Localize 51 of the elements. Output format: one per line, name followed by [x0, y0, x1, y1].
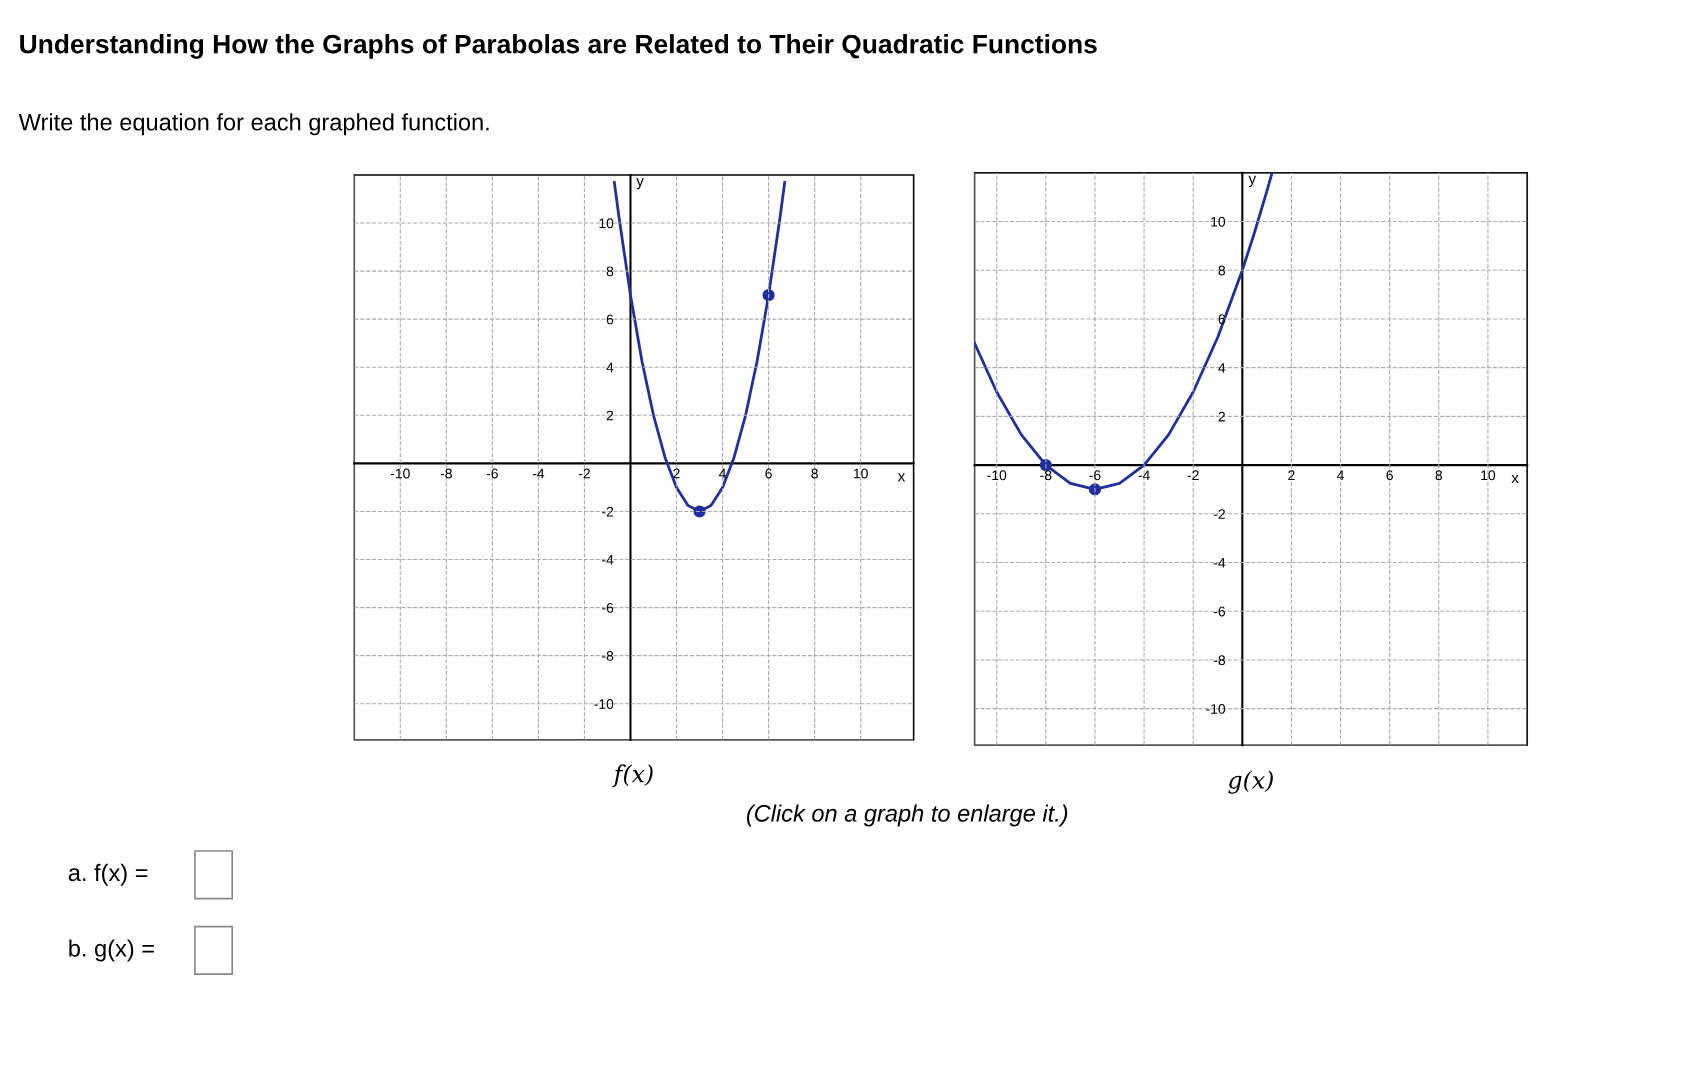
y-tick-label: 4: [606, 362, 614, 373]
y-tick-label: -6: [1213, 606, 1226, 617]
y-tick-label: -8: [1213, 655, 1226, 666]
y-tick-label: 8: [1218, 265, 1226, 276]
y-tick-label: 10: [1211, 216, 1226, 227]
x-tick-label: 10: [854, 468, 868, 479]
text: Write the equation for each graphed function.: [18, 113, 489, 136]
x-tick-label: 2: [1288, 470, 1295, 481]
x-tick-label: 10: [1481, 470, 1496, 481]
y-tick-label: 10: [599, 218, 614, 229]
text: (Click on a graph to enlarge it.): [746, 804, 1068, 827]
x-tick-label: -4: [532, 468, 545, 479]
text: Understanding How the Graphs of Parabolas are Related to Their Quadratic Functions: [20, 34, 1097, 59]
y-tick-label: -6: [602, 602, 614, 613]
y-axis-title: y: [1248, 175, 1257, 188]
y-tick-label: 2: [606, 410, 614, 421]
text: b. g(x) =: [69, 939, 154, 962]
y-tick-label: -10: [1206, 704, 1226, 714]
x-tick-label: 4: [719, 468, 727, 479]
y-tick-label: 6: [1218, 314, 1226, 325]
x-tick-label: 2: [673, 468, 680, 479]
x-tick-label: -2: [1187, 470, 1199, 481]
y-tick-label: -2: [602, 506, 614, 517]
x-axis-title: x: [897, 473, 906, 482]
x-tick-label: 4: [1337, 470, 1345, 481]
x-tick-label: -10: [390, 468, 410, 479]
text: g(x): [1228, 770, 1273, 794]
y-tick-label: -10: [594, 699, 614, 709]
y-tick-label: 4: [1218, 363, 1226, 373]
x-tick-label: -8: [440, 468, 452, 479]
x-tick-label: 6: [1386, 470, 1393, 481]
y-tick-label: 2: [1218, 411, 1225, 422]
text: f(x): [612, 764, 653, 788]
y-axis-title: y: [636, 177, 644, 190]
x-tick-label: -4: [1138, 470, 1150, 481]
x-tick-label: -8: [1040, 470, 1052, 481]
y-tick-label: -8: [602, 651, 614, 661]
text: a. f(x) =: [68, 863, 148, 886]
x-tick-label: -6: [486, 468, 498, 479]
y-tick-label: -4: [1213, 558, 1226, 568]
x-tick-label: 8: [1435, 470, 1443, 481]
x-tick-label: 6: [765, 468, 772, 479]
x-axis-title: x: [1511, 475, 1519, 484]
y-tick-label: 8: [606, 266, 614, 277]
y-tick-label: 6: [606, 314, 614, 325]
x-tick-label: 8: [811, 468, 818, 479]
x-tick-label: -2: [578, 468, 590, 479]
y-tick-label: -4: [602, 555, 614, 565]
x-tick-label: -10: [987, 470, 1007, 481]
y-tick-label: -2: [1213, 509, 1225, 519]
x-tick-label: -6: [1089, 470, 1101, 481]
